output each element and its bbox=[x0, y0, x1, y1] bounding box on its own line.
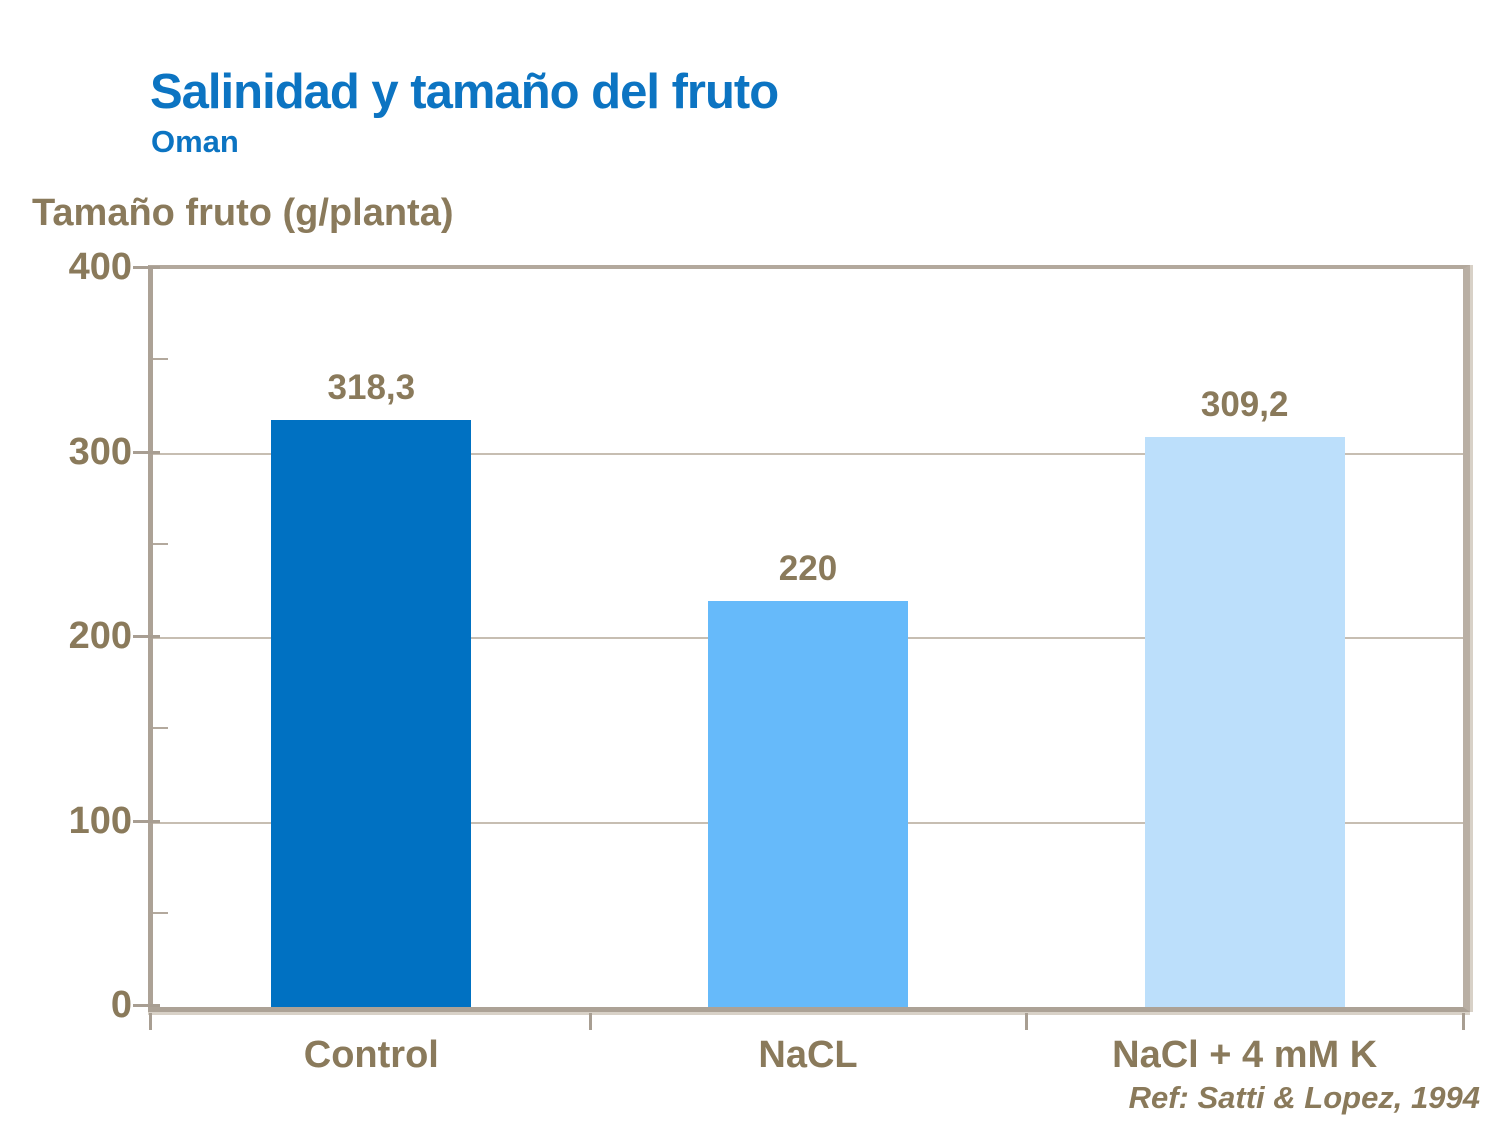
bar-nacl-4-mm-k bbox=[1144, 436, 1345, 1007]
category-label: Control bbox=[303, 1034, 439, 1076]
y-axis-major-tick bbox=[133, 266, 160, 269]
y-tick-label: 100 bbox=[68, 799, 132, 842]
slide-title: Salinidad y tamaño del fruto bbox=[150, 65, 779, 119]
gridline-300 bbox=[153, 452, 1463, 455]
plot-area: 318,3 220 309,2 bbox=[148, 265, 1470, 1012]
slide-subtitle: Oman bbox=[151, 124, 239, 159]
y-axis-major-tick bbox=[133, 635, 160, 638]
x-axis-tick bbox=[149, 1013, 152, 1030]
y-tick-label: 400 bbox=[68, 246, 132, 288]
y-axis-title: Tamaño fruto (g/planta) bbox=[32, 192, 454, 234]
y-axis-minor-tick bbox=[153, 542, 168, 545]
y-tick-label: 0 bbox=[110, 984, 132, 1026]
y-tick-label: 300 bbox=[68, 430, 132, 473]
category-label: NaCL bbox=[758, 1034, 858, 1076]
bar-value-label: 309,2 bbox=[1200, 384, 1289, 424]
y-axis-minor-tick bbox=[153, 727, 168, 730]
bar-control bbox=[271, 419, 472, 1007]
y-tick-label: 200 bbox=[68, 615, 132, 657]
y-axis-major-tick bbox=[133, 450, 160, 454]
category-label: NaCl + 4 mM K bbox=[1112, 1034, 1378, 1076]
reference-note: Ref: Satti & Lopez, 1994 bbox=[1128, 1080, 1480, 1115]
x-axis-tick bbox=[1025, 1013, 1029, 1030]
y-axis-major-tick bbox=[133, 1004, 160, 1007]
x-axis-tick bbox=[1462, 1013, 1465, 1030]
bar-value-label: 220 bbox=[778, 549, 838, 589]
y-axis-minor-tick bbox=[153, 911, 168, 914]
y-axis-major-tick bbox=[133, 819, 160, 823]
bar-nacl bbox=[708, 601, 908, 1007]
bar-value-label: 318,3 bbox=[327, 367, 416, 407]
y-axis-minor-tick bbox=[153, 358, 168, 361]
x-axis-tick bbox=[588, 1013, 592, 1030]
